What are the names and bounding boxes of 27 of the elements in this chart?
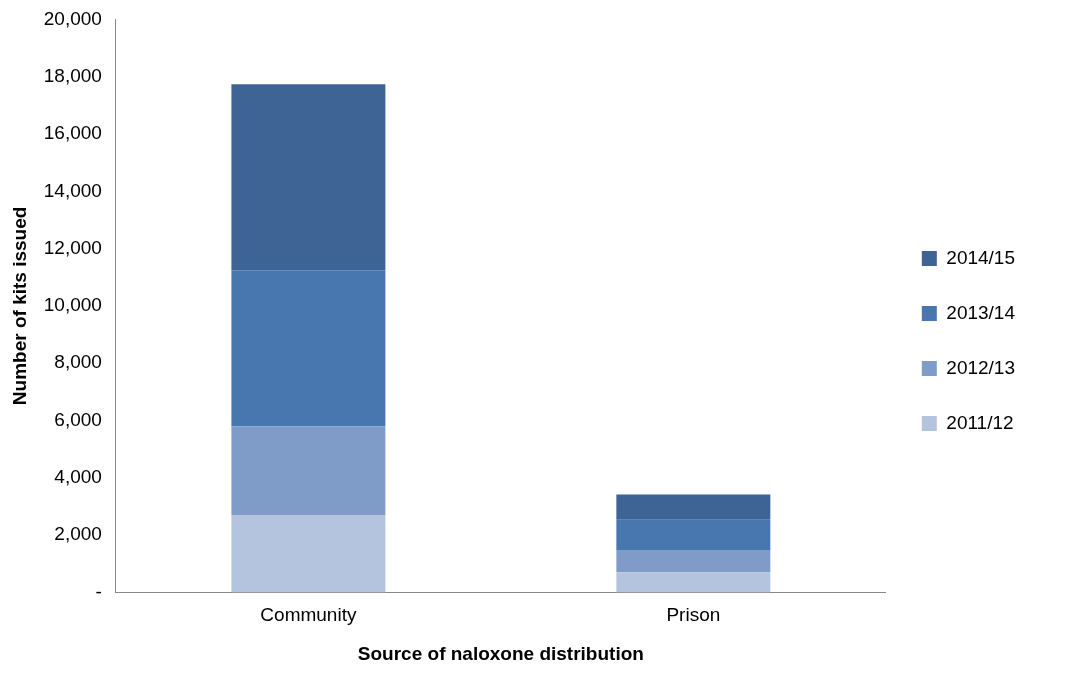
y-tick-label: 8,000 — [54, 351, 102, 373]
bar — [616, 550, 771, 573]
legend-label: 2012/13 — [946, 356, 1016, 378]
bar — [231, 426, 386, 516]
legend-label: 2011/12 — [946, 411, 1014, 433]
legend-label: 2013/14 — [946, 301, 1016, 323]
y-tick-label: 10,000 — [43, 294, 102, 316]
bar — [231, 84, 386, 271]
y-tick-label: 2,000 — [54, 523, 102, 545]
bar — [616, 572, 771, 593]
x-tick-label: Community — [260, 604, 357, 626]
bar — [231, 515, 386, 593]
x-tick-label: Prison — [666, 604, 721, 626]
y-tick-label: - — [95, 580, 102, 602]
bar — [616, 519, 771, 550]
y-tick-label: 12,000 — [43, 236, 102, 258]
y-tick-label: 16,000 — [43, 122, 102, 144]
bar — [616, 494, 771, 520]
x-axis-title: Source of naloxone distribution — [357, 642, 644, 664]
y-tick-label: 6,000 — [54, 408, 102, 430]
y-axis-title: Number of kits issued — [8, 206, 30, 406]
y-tick-label: 20,000 — [43, 7, 102, 29]
y-tick-label: 14,000 — [43, 179, 102, 201]
y-tick-label: 4,000 — [54, 466, 102, 488]
legend-label: 2014/15 — [946, 246, 1016, 268]
bar — [231, 270, 386, 427]
y-tick-label: 18,000 — [43, 64, 102, 86]
